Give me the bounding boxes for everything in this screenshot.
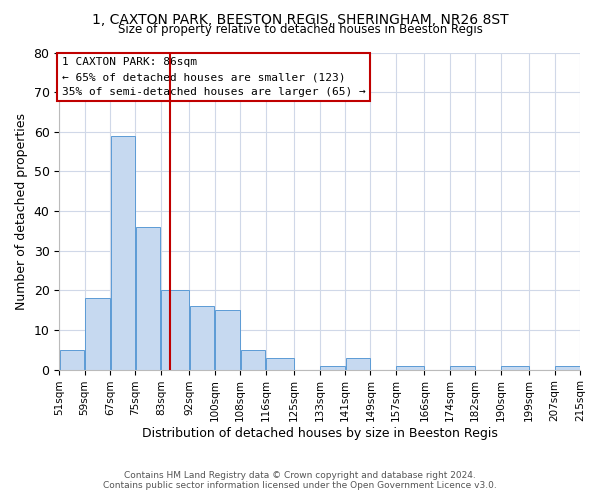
Bar	[266, 358, 294, 370]
Bar	[241, 350, 265, 370]
X-axis label: Distribution of detached houses by size in Beeston Regis: Distribution of detached houses by size …	[142, 427, 497, 440]
Bar	[320, 366, 344, 370]
Bar	[555, 366, 580, 370]
Bar	[346, 358, 370, 370]
Bar	[60, 350, 84, 370]
Text: 1, CAXTON PARK, BEESTON REGIS, SHERINGHAM, NR26 8ST: 1, CAXTON PARK, BEESTON REGIS, SHERINGHA…	[92, 12, 508, 26]
Text: Contains HM Land Registry data © Crown copyright and database right 2024.
Contai: Contains HM Land Registry data © Crown c…	[103, 470, 497, 490]
Bar	[136, 227, 160, 370]
Bar	[501, 366, 529, 370]
Bar	[450, 366, 475, 370]
Bar	[397, 366, 424, 370]
Bar	[85, 298, 110, 370]
Bar	[190, 306, 214, 370]
Bar	[215, 310, 240, 370]
Bar	[110, 136, 135, 370]
Text: 1 CAXTON PARK: 86sqm
← 65% of detached houses are smaller (123)
35% of semi-deta: 1 CAXTON PARK: 86sqm ← 65% of detached h…	[62, 58, 365, 97]
Bar	[161, 290, 189, 370]
Y-axis label: Number of detached properties: Number of detached properties	[15, 112, 28, 310]
Text: Size of property relative to detached houses in Beeston Regis: Size of property relative to detached ho…	[118, 22, 482, 36]
